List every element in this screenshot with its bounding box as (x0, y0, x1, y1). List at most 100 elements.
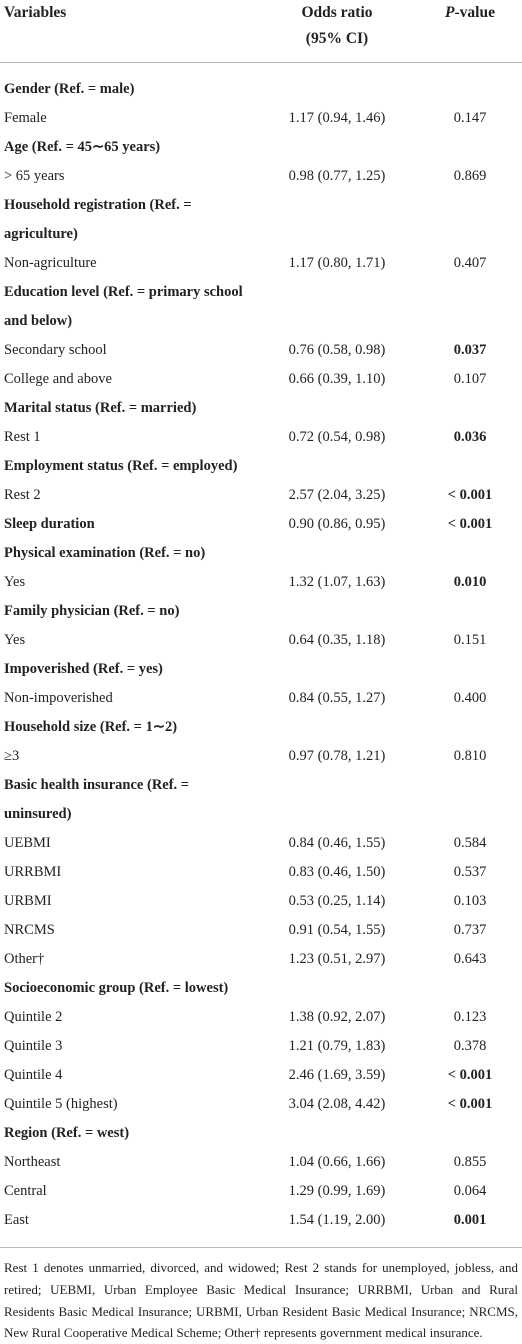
p-value: 0.064 (453, 1183, 487, 1199)
group-row: Household registration (Ref. = (0, 191, 522, 220)
group-row: Age (Ref. = 45∼65 years) (0, 133, 522, 162)
variable-label: Yes (4, 632, 26, 648)
p-value: 0.001 (453, 1212, 487, 1228)
header-p-value: P-value (410, 0, 522, 26)
data-row: Quintile 4 2.46 (1.69, 3.59) < 0.001 (0, 1061, 522, 1090)
p-value: 0.810 (453, 748, 487, 764)
header-p: P (445, 4, 455, 21)
p-value: 0.103 (453, 893, 487, 909)
data-row: Yes 1.32 (1.07, 1.63) 0.010 (0, 568, 522, 597)
odds-ratio: 0.83 (0.46, 1.50) (288, 864, 386, 880)
odds-ratio: 0.90 (0.86, 0.95) (288, 516, 386, 532)
group-label: Age (Ref. = 45∼65 years) (4, 139, 161, 155)
variable-label: Northeast (4, 1154, 61, 1170)
variable-label: URBMI (4, 893, 52, 909)
p-value: < 0.001 (447, 1067, 493, 1083)
p-value: 0.869 (453, 168, 487, 184)
p-value: 0.855 (453, 1154, 487, 1170)
group-label: Region (Ref. = west) (4, 1125, 130, 1141)
data-row: College and above 0.66 (0.39, 1.10) 0.107 (0, 365, 522, 394)
group-label: Impoverished (Ref. = yes) (4, 661, 163, 677)
variable-label: Female (4, 110, 47, 126)
data-row: Quintile 2 1.38 (0.92, 2.07) 0.123 (0, 1003, 522, 1032)
p-value: < 0.001 (447, 1096, 493, 1112)
p-value: 0.107 (453, 371, 487, 387)
data-row: Central 1.29 (0.99, 1.69) 0.064 (0, 1177, 522, 1206)
p-value: < 0.001 (447, 487, 493, 503)
data-row: Northeast 1.04 (0.66, 1.66) 0.855 (0, 1148, 522, 1177)
group-row: uninsured) (0, 800, 522, 829)
variable-label: > 65 years (4, 168, 65, 184)
variable-label: East (4, 1212, 29, 1228)
data-row: Female 1.17 (0.94, 1.46) 0.147 (0, 104, 522, 133)
p-value: 0.151 (453, 632, 487, 648)
variable-label: NRCMS (4, 922, 55, 938)
group-row: Region (Ref. = west) (0, 1119, 522, 1148)
variable-label: URRBMI (4, 864, 62, 880)
variable-label: Yes (4, 574, 26, 590)
table-body: Gender (Ref. = male) Female 1.17 (0.94, 1.… (0, 75, 522, 1235)
group-label: Gender (Ref. = male) (4, 81, 135, 97)
p-value: 0.537 (453, 864, 487, 880)
group-row: Physical examination (Ref. = no) (0, 539, 522, 568)
odds-ratio: 1.21 (0.79, 1.83) (288, 1038, 386, 1054)
odds-ratio: 1.04 (0.66, 1.66) (288, 1154, 386, 1170)
odds-ratio: 0.72 (0.54, 0.98) (288, 429, 386, 445)
data-row: URBMI 0.53 (0.25, 1.14) 0.103 (0, 887, 522, 916)
odds-ratio: 0.84 (0.46, 1.55) (288, 835, 386, 851)
header-value: -value (454, 4, 495, 21)
odds-ratio: 1.54 (1.19, 2.00) (288, 1212, 386, 1228)
odds-ratio: 1.17 (0.80, 1.71) (288, 255, 386, 271)
odds-ratio: 0.66 (0.39, 1.10) (288, 371, 386, 387)
group-label: Education level (Ref. = primary school (4, 284, 243, 300)
header-variables: Variables (4, 4, 67, 21)
data-row: Quintile 5 (highest) 3.04 (2.08, 4.42) < 0… (0, 1090, 522, 1119)
header-ci: (95% CI) (305, 30, 369, 47)
odds-ratio: 1.17 (0.94, 1.46) (288, 110, 386, 126)
odds-ratio: 1.29 (0.99, 1.69) (288, 1183, 386, 1199)
odds-ratio: 0.76 (0.58, 0.98) (288, 342, 386, 358)
data-row: Non-impoverished 0.84 (0.55, 1.27) 0.400 (0, 684, 522, 713)
p-value: 0.036 (453, 429, 487, 445)
data-row: > 65 years 0.98 (0.77, 1.25) 0.869 (0, 162, 522, 191)
group-row: Employment status (Ref. = employed) (0, 452, 522, 481)
group-row: agriculture) (0, 220, 522, 249)
odds-ratio: 0.53 (0.25, 1.14) (288, 893, 386, 909)
odds-ratio: 2.46 (1.69, 3.59) (288, 1067, 386, 1083)
group-row: Marital status (Ref. = married) (0, 394, 522, 423)
odds-ratio: 0.84 (0.55, 1.27) (288, 690, 386, 706)
variable-label: Central (4, 1183, 47, 1199)
data-row: East 1.54 (1.19, 2.00) 0.001 (0, 1206, 522, 1235)
footnote: Rest 1 denotes unmarried, divorced, and … (4, 1260, 518, 1341)
data-row: Other† 1.23 (0.51, 2.97) 0.643 (0, 945, 522, 974)
group-label: Household registration (Ref. = (4, 197, 192, 213)
p-value: 0.378 (453, 1038, 487, 1054)
odds-ratio: 1.38 (0.92, 2.07) (288, 1009, 386, 1025)
variable-label: Non-agriculture (4, 255, 97, 271)
group-label: and below) (4, 313, 73, 329)
group-row: Impoverished (Ref. = yes) (0, 655, 522, 684)
variable-label: Rest 2 (4, 487, 41, 503)
table-header: Variables Odds ratio (95% CI) P-value (0, 0, 522, 63)
data-row: URRBMI 0.83 (0.46, 1.50) 0.537 (0, 858, 522, 887)
variable-label: Quintile 3 (4, 1038, 63, 1054)
header-odds-ratio: Odds ratio (301, 4, 373, 21)
data-row: Rest 1 0.72 (0.54, 0.98) 0.036 (0, 423, 522, 452)
group-label: Marital status (Ref. = married) (4, 400, 197, 416)
data-row: ≥3 0.97 (0.78, 1.21) 0.810 (0, 742, 522, 771)
p-value: 0.643 (453, 951, 487, 967)
data-row: UEBMI 0.84 (0.46, 1.55) 0.584 (0, 829, 522, 858)
data-row: NRCMS 0.91 (0.54, 1.55) 0.737 (0, 916, 522, 945)
variable-label: Quintile 5 (highest) (4, 1096, 118, 1112)
data-row: Secondary school 0.76 (0.58, 0.98) 0.037 (0, 336, 522, 365)
odds-ratio: 2.57 (2.04, 3.25) (288, 487, 386, 503)
odds-ratio: 0.97 (0.78, 1.21) (288, 748, 386, 764)
group-label: Socioeconomic group (Ref. = lowest) (4, 980, 229, 996)
p-value: 0.147 (453, 110, 487, 126)
group-row: Basic health insurance (Ref. = (0, 771, 522, 800)
group-label: Household size (Ref. = 1∼2) (4, 719, 178, 735)
group-label: Basic health insurance (Ref. = (4, 777, 190, 793)
variable-label: Secondary school (4, 342, 107, 358)
variable-label: Rest 1 (4, 429, 41, 445)
